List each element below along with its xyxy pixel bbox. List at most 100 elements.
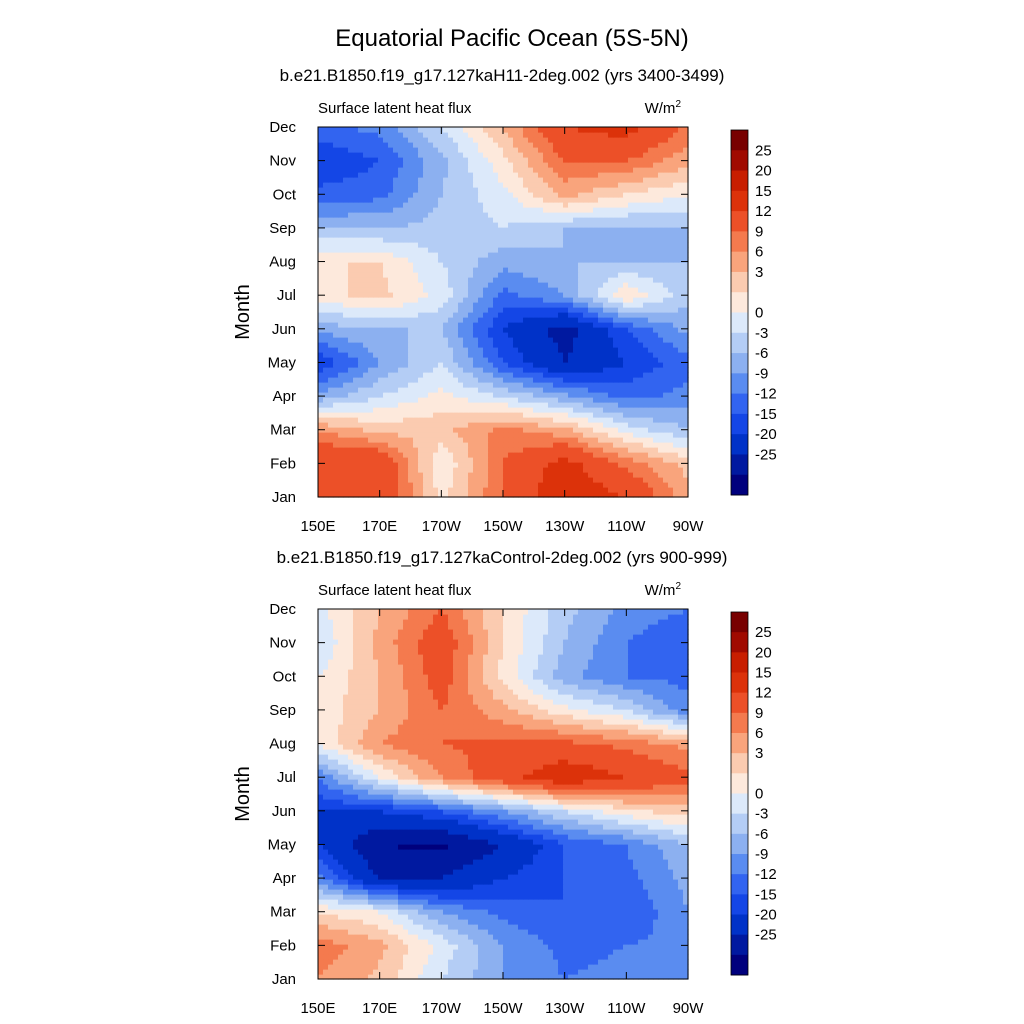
- contour-cell: [333, 292, 339, 298]
- contour-cell: [533, 272, 539, 278]
- contour-cell: [373, 227, 379, 233]
- contour-cell: [413, 392, 419, 398]
- contour-cell: [618, 467, 624, 473]
- contour-cell: [393, 157, 399, 163]
- contour-cell: [528, 162, 534, 168]
- contour-cell: [663, 312, 669, 318]
- contour-cell: [473, 367, 479, 373]
- contour-cell: [353, 272, 359, 278]
- contour-cell: [428, 317, 434, 323]
- contour-cell: [443, 347, 449, 353]
- contour-cell: [608, 412, 614, 418]
- contour-cell: [388, 222, 394, 228]
- contour-cell: [373, 402, 379, 408]
- contour-cell: [608, 192, 614, 198]
- contour-cell: [638, 382, 644, 388]
- contour-cell: [478, 222, 484, 228]
- contour-cell: [363, 217, 369, 223]
- contour-cell: [613, 297, 619, 303]
- contour-cell: [548, 492, 554, 498]
- contour-cell: [433, 342, 439, 348]
- contour-cell: [558, 332, 564, 338]
- contour-cell: [568, 467, 574, 473]
- contour-cell: [528, 182, 534, 188]
- contour-cell: [663, 432, 669, 438]
- contour-cell: [658, 252, 664, 258]
- contour-cell: [593, 477, 599, 483]
- contour-cell: [568, 297, 574, 303]
- contour-cell: [663, 232, 669, 238]
- contour-cell: [548, 322, 554, 328]
- contour-cell: [348, 327, 354, 333]
- contour-cell: [378, 467, 384, 473]
- contour-cell: [378, 362, 384, 368]
- contour-cell: [583, 447, 589, 453]
- contour-cell: [553, 252, 559, 258]
- contour-cell: [398, 372, 404, 378]
- contour-cell: [428, 362, 434, 368]
- contour-cell: [668, 482, 674, 488]
- contour-cell: [623, 272, 629, 278]
- contour-cell: [403, 407, 409, 413]
- contour-cell: [488, 232, 494, 238]
- contour-cell: [458, 422, 464, 428]
- contour-cell: [643, 312, 649, 318]
- contour-cell: [538, 237, 544, 243]
- contour-cell: [408, 217, 414, 223]
- contour-cell: [453, 397, 459, 403]
- contour-cell: [558, 277, 564, 283]
- contour-cell: [483, 202, 489, 208]
- contour-cell: [363, 312, 369, 318]
- contour-cell: [378, 382, 384, 388]
- contour-cell: [658, 367, 664, 373]
- contour-cell: [398, 237, 404, 243]
- contour-cell: [323, 327, 329, 333]
- contour-cell: [373, 482, 379, 488]
- contour-cell: [513, 267, 519, 273]
- contour-cell: [388, 457, 394, 463]
- contour-cell: [598, 167, 604, 173]
- contour-cell: [603, 337, 609, 343]
- contour-cell: [598, 432, 604, 438]
- contour-cell: [603, 277, 609, 283]
- contour-cell: [578, 242, 584, 248]
- contour-cell: [428, 272, 434, 278]
- contour-cell: [408, 432, 414, 438]
- contour-cell: [448, 492, 454, 498]
- contour-cell: [383, 332, 389, 338]
- contour-cell: [638, 467, 644, 473]
- contour-cell: [418, 382, 424, 388]
- contour-cell: [603, 467, 609, 473]
- contour-cell: [443, 277, 449, 283]
- contour-cell: [333, 312, 339, 318]
- contour-cell: [373, 207, 379, 213]
- contour-cell: [613, 392, 619, 398]
- contour-cell: [518, 342, 524, 348]
- contour-cell: [508, 182, 514, 188]
- contour-cell: [518, 277, 524, 283]
- contour-cell: [568, 237, 574, 243]
- contour-cell: [428, 262, 434, 268]
- contour-cell: [448, 352, 454, 358]
- contour-cell: [573, 387, 579, 393]
- contour-cell: [408, 357, 414, 363]
- contour-cell: [408, 262, 414, 268]
- contour-cell: [533, 372, 539, 378]
- contour-cell: [573, 482, 579, 488]
- contour-cell: [498, 327, 504, 333]
- contour-cell: [653, 412, 659, 418]
- contour-cell: [448, 322, 454, 328]
- contour-cell: [653, 332, 659, 338]
- contour-cell: [518, 237, 524, 243]
- contour-cell: [643, 237, 649, 243]
- contour-cell: [358, 262, 364, 268]
- contour-cell: [483, 372, 489, 378]
- contour-cell: [613, 282, 619, 288]
- contour-cell: [488, 207, 494, 213]
- contour-cell: [333, 237, 339, 243]
- contour-cell: [498, 422, 504, 428]
- contour-cell: [513, 252, 519, 258]
- contour-cell: [453, 352, 459, 358]
- contour-cell: [503, 252, 509, 258]
